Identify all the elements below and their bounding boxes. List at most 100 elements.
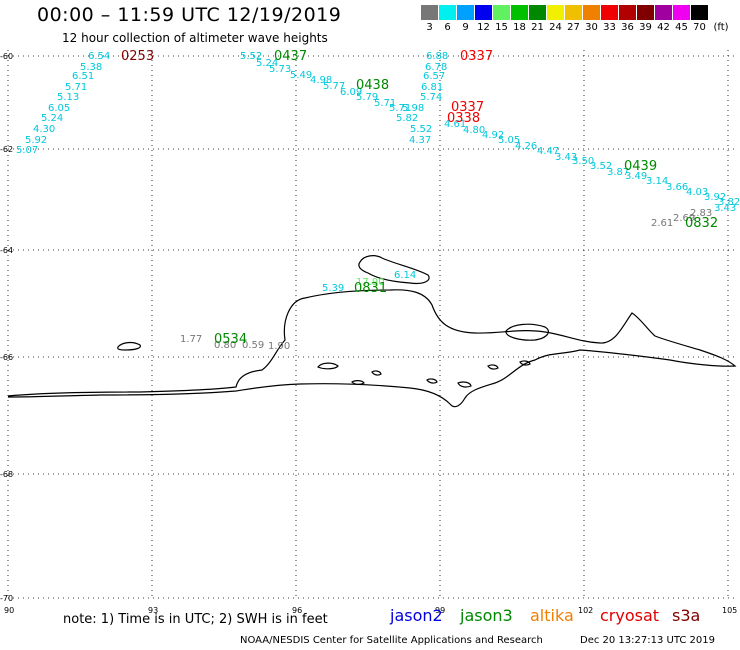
wave-height-label: 4.92	[482, 130, 504, 141]
island-small-5	[457, 381, 472, 388]
pass-time-label: 0437	[274, 49, 307, 64]
wave-height-label: 6.78	[425, 62, 447, 73]
pass-time-label: 0831	[354, 281, 387, 296]
satellite-jason2: jason2	[390, 606, 443, 625]
wave-height-label: 5.74	[420, 92, 442, 103]
lon-tick-label: 90	[4, 606, 14, 615]
legend-swatch	[601, 5, 618, 20]
wave-height-label: 5.07	[16, 145, 38, 156]
wave-height-label: 5.52	[410, 124, 432, 135]
wave-height-label: 6.09	[340, 87, 362, 98]
wave-height-label: 3.43	[555, 152, 577, 163]
wave-height-label: 5.98	[402, 103, 424, 114]
legend-label: 6	[444, 22, 451, 33]
lat-tick-label: -60	[0, 52, 13, 61]
wave-height-label: 3.52	[590, 161, 612, 172]
legend-label: 15	[495, 22, 508, 33]
wave-height-label: 2.61	[651, 218, 673, 229]
lon-tick-label: 96	[292, 606, 302, 615]
wave-height-label: 6.51	[72, 71, 94, 82]
pass-time-label: 0337	[460, 49, 493, 64]
wave-height-label: 6.54	[88, 51, 110, 62]
wave-height-label: 6.57	[423, 71, 445, 82]
wave-height-label: 4.98	[310, 75, 332, 86]
wave-height-label: 1.90	[268, 341, 290, 352]
island-small-6	[487, 364, 499, 370]
legend-swatch	[475, 5, 492, 20]
legend-label: 18	[513, 22, 526, 33]
wave-height-label: 3.87	[607, 167, 629, 178]
legend-swatch	[655, 5, 672, 20]
legend-unit: (ft)	[713, 22, 729, 33]
legend-swatch	[529, 5, 546, 20]
legend-swatch	[673, 5, 690, 20]
legend-label: 70	[693, 22, 706, 33]
map-title: 00:00 – 11:59 UTC 12/19/2019	[37, 4, 342, 26]
legend-label: 39	[639, 22, 652, 33]
coastline-main	[7, 289, 737, 408]
lon-tick-label: 99	[435, 606, 445, 615]
legend-swatch	[583, 5, 600, 20]
pass-time-label: 0832	[685, 216, 718, 231]
lat-tick-label: -68	[0, 470, 13, 479]
lat-tick-label: -62	[0, 145, 13, 154]
island-small-1	[317, 362, 339, 370]
wave-height-label: 4.03	[686, 187, 708, 198]
lon-tick-label: 102	[578, 606, 593, 615]
legend-swatch	[637, 5, 654, 20]
wave-height-label: 1.77	[180, 334, 202, 345]
pass-time-label: 0439	[624, 159, 657, 174]
timestamp-text: Dec 20 13:27:13 UTC 2019	[580, 635, 715, 646]
wave-height-label: 3.43	[714, 203, 736, 214]
wave-height-label: 5.38	[80, 62, 102, 73]
wave-height-labels: 6.545.386.515.715.136.055.244.305.925.07…	[16, 49, 740, 352]
graticule: 90 93 96 99 102 105 -60 -62 -64 -66 -68 -70	[0, 50, 737, 615]
wave-height-label: 4.30	[33, 124, 55, 135]
lon-tick-label: 105	[722, 606, 737, 615]
wave-height-label: 5.77	[323, 81, 345, 92]
wave-height-label: 3.92	[704, 192, 726, 203]
wave-height-label: 3.49	[625, 171, 647, 182]
lat-tick-label: -70	[0, 594, 13, 603]
island-small-7	[519, 360, 531, 366]
legend-swatch	[691, 5, 708, 20]
wave-height-label: 5.82	[396, 113, 418, 124]
wave-height-label: 4.26	[515, 141, 537, 152]
legend-label: 45	[675, 22, 688, 33]
island-west	[117, 341, 141, 351]
wave-height-label: 6.05	[48, 103, 70, 114]
pass-time-label: 0337	[451, 100, 484, 115]
legend-swatch	[457, 5, 474, 20]
legend-swatch	[493, 5, 510, 20]
map-subtitle: 12 hour collection of altimeter wave hei…	[62, 31, 328, 45]
satellite-s3a: s3a	[672, 606, 701, 625]
island-north	[358, 255, 430, 285]
lat-tick-label: -66	[0, 353, 13, 362]
legend-label: 3	[426, 22, 433, 33]
legend-swatch	[511, 5, 528, 20]
wave-height-label: 6.81	[421, 82, 443, 93]
legend-swatch	[421, 5, 438, 20]
wave-height-label: 6.14	[394, 270, 416, 281]
wave-height-label: 0.59	[242, 340, 264, 351]
legend-swatch	[619, 5, 636, 20]
wave-height-label: 3.82	[718, 197, 740, 208]
wave-height-label: 3.50	[572, 156, 594, 167]
wave-height-label: 5.92	[25, 135, 47, 146]
wave-height-label: 5.24	[256, 58, 278, 69]
legend-swatch	[439, 5, 456, 20]
satellite-cryosat: cryosat	[600, 606, 660, 625]
pass-time-label: 0338	[447, 111, 480, 126]
pass-time-label: 0534	[214, 332, 247, 347]
legend-label: 12	[477, 22, 490, 33]
legend-label: 24	[549, 22, 562, 33]
coastline	[7, 255, 737, 408]
wave-height-label: 5.39	[322, 283, 344, 294]
wave-height-label: 5.71	[389, 103, 411, 114]
wave-height-label: 5.73	[269, 64, 291, 75]
wave-height-label: 4.61	[444, 119, 466, 130]
legend-label: 21	[531, 22, 544, 33]
wave-height-label: 5.05	[498, 135, 520, 146]
legend-swatch	[565, 5, 582, 20]
